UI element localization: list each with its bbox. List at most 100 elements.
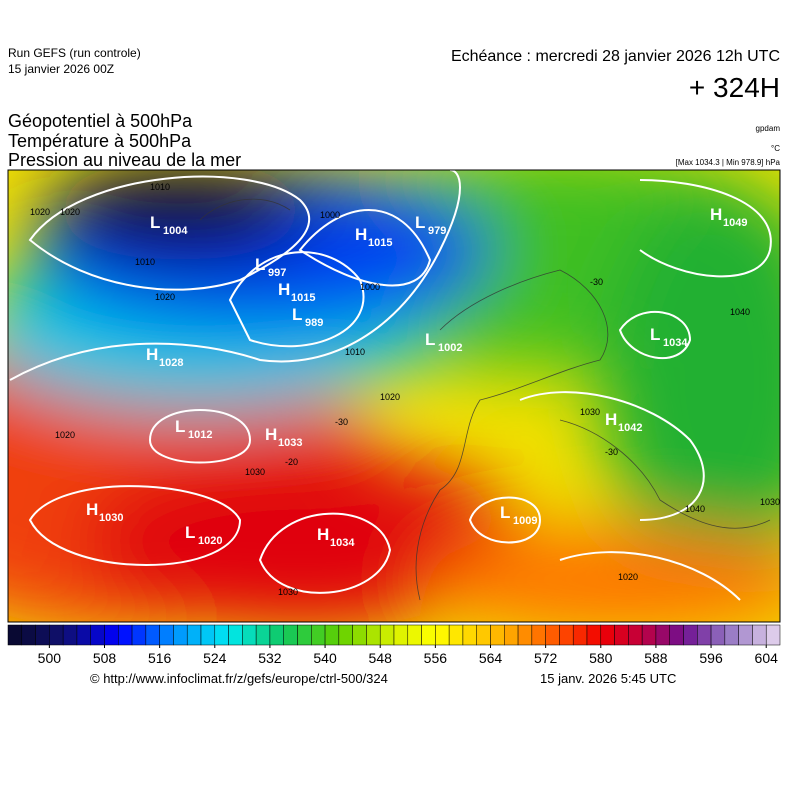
isobar-label: 1020 bbox=[55, 430, 75, 440]
center-kind: H bbox=[265, 425, 277, 444]
colorbar-segment bbox=[352, 624, 367, 646]
center-value: 1015 bbox=[368, 237, 392, 249]
center-value: 1030 bbox=[99, 512, 123, 524]
center-kind: H bbox=[86, 500, 98, 519]
run: Run GEFS (run controle) bbox=[8, 46, 141, 60]
colorbar-segment bbox=[600, 624, 615, 646]
colorbar-segment bbox=[448, 624, 464, 646]
isobar-label: 1040 bbox=[730, 307, 750, 317]
colorbar-label: 500 bbox=[38, 650, 62, 666]
colorbar-label: 508 bbox=[93, 650, 117, 666]
colorbar-segment bbox=[490, 624, 505, 646]
center-value: 1009 bbox=[513, 515, 537, 527]
colorbar-segment bbox=[435, 624, 450, 646]
colorbar-segment bbox=[697, 624, 712, 646]
colorbar-segment bbox=[49, 624, 64, 646]
isobar-label: 1020 bbox=[60, 207, 80, 217]
colorbar-label: 588 bbox=[644, 650, 668, 666]
colorbar-segment bbox=[683, 624, 698, 646]
center-kind: L bbox=[185, 523, 195, 542]
center-kind: H bbox=[317, 525, 329, 544]
colorbar-segment bbox=[738, 624, 753, 646]
field: Température à 500hPa bbox=[8, 131, 192, 151]
colorbar-label: 572 bbox=[534, 650, 558, 666]
map bbox=[8, 170, 780, 622]
colorbar-segment bbox=[21, 624, 36, 646]
colorbar-segment bbox=[655, 624, 670, 646]
isobar-label: 1010 bbox=[150, 182, 170, 192]
colorbar-segment bbox=[338, 624, 353, 646]
colorbar-segment bbox=[710, 624, 726, 646]
footer-url: © http://www.infoclimat.fr/z/gefs/europe… bbox=[90, 671, 388, 686]
colorbar-segment bbox=[242, 624, 257, 646]
colorbar-segment bbox=[324, 624, 340, 646]
footer-issued: 15 janv. 2026 5:45 UTC bbox=[540, 671, 676, 686]
lead-time: + 324H bbox=[689, 72, 780, 103]
colorbar-segment bbox=[545, 624, 560, 646]
center-kind: L bbox=[292, 305, 302, 324]
colorbar-segment bbox=[269, 624, 284, 646]
isobar-label: 1020 bbox=[380, 392, 400, 402]
colorbar-segment bbox=[159, 624, 174, 646]
center-value: 1012 bbox=[188, 429, 212, 441]
colorbar-segment bbox=[724, 624, 739, 646]
colorbar-segment bbox=[531, 624, 546, 646]
center-value: 1042 bbox=[618, 422, 642, 434]
center-value: 1004 bbox=[163, 225, 188, 237]
colorbar-label: 564 bbox=[479, 650, 503, 666]
isotherm-label: -20 bbox=[285, 457, 298, 467]
colorbar-segment bbox=[200, 624, 216, 646]
colorbar-segment bbox=[255, 624, 271, 646]
colorbar-segment bbox=[407, 624, 422, 646]
center-value: 997 bbox=[268, 267, 286, 279]
center-kind: H bbox=[710, 205, 722, 224]
colorbar-segment bbox=[628, 624, 643, 646]
colorbar-segment bbox=[297, 624, 312, 646]
colorbar-segment bbox=[517, 624, 533, 646]
colorbar-label: 524 bbox=[203, 650, 227, 666]
colorbar-segment bbox=[35, 624, 50, 646]
colorbar-segment bbox=[504, 624, 519, 646]
colorbar-segment bbox=[752, 624, 767, 646]
isobar-label: 1030 bbox=[760, 497, 780, 507]
center-kind: H bbox=[278, 280, 290, 299]
center-kind: L bbox=[650, 325, 660, 344]
colorbar-segment bbox=[586, 624, 602, 646]
run-date: 15 janvier 2026 00Z bbox=[8, 62, 114, 76]
isobar-label: 1030 bbox=[580, 407, 600, 417]
center-kind: L bbox=[255, 255, 265, 274]
valid-time: Echéance : mercredi 28 janvier 2026 12h … bbox=[451, 48, 780, 65]
center-value: 1034 bbox=[330, 537, 355, 549]
center-kind: L bbox=[425, 330, 435, 349]
center-value: 1033 bbox=[278, 437, 302, 449]
center-value: 989 bbox=[305, 317, 323, 329]
colorbar-label: 580 bbox=[589, 650, 613, 666]
colorbar-segment bbox=[173, 624, 188, 646]
colorbar-segment bbox=[559, 624, 574, 646]
colorbar-segment bbox=[76, 624, 91, 646]
center-value: 1034 bbox=[663, 337, 688, 349]
colorbar-segment bbox=[62, 624, 78, 646]
isotherm-label: -30 bbox=[605, 447, 618, 457]
colorbar-label: 540 bbox=[313, 650, 337, 666]
colorbar-segment bbox=[366, 624, 381, 646]
isotherm-label: -30 bbox=[590, 277, 603, 287]
field: Géopotentiel à 500hPa bbox=[8, 111, 193, 131]
isobar-label: 1000 bbox=[360, 282, 380, 292]
colorbar-label: 516 bbox=[148, 650, 172, 666]
map-frame bbox=[7, 169, 781, 623]
isotherm-label: -30 bbox=[335, 417, 348, 427]
isobar-label: 1030 bbox=[278, 587, 298, 597]
center-kind: L bbox=[415, 213, 425, 232]
isobar-label: 1010 bbox=[135, 257, 155, 267]
colorbar-segment bbox=[228, 624, 243, 646]
colorbar-segment bbox=[476, 624, 491, 646]
colorbar-segment bbox=[186, 624, 202, 646]
center-kind: H bbox=[146, 345, 158, 364]
colorbar-segment bbox=[421, 624, 436, 646]
colorbar-label: 556 bbox=[424, 650, 448, 666]
colorbar-segment bbox=[641, 624, 657, 646]
center-value: 1020 bbox=[198, 535, 222, 547]
colorbar-label: 532 bbox=[258, 650, 282, 666]
